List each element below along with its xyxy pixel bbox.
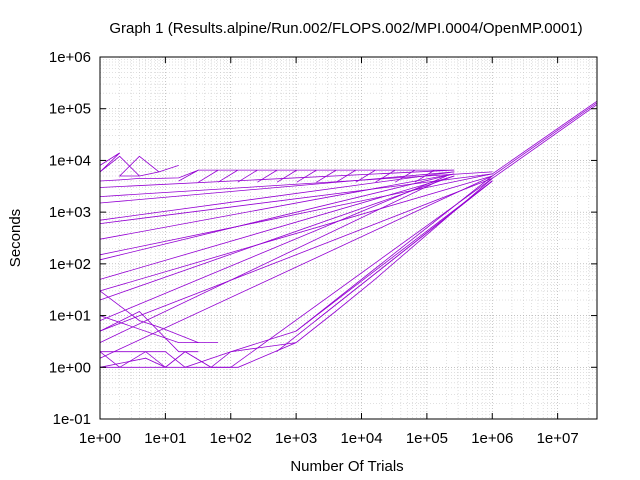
series-line [99, 169, 455, 183]
y-tick-label: 1e+00 [49, 359, 91, 376]
series-line [99, 351, 231, 368]
y-tick-label: 1e-01 [53, 411, 91, 428]
x-tick-label: 1e+06 [471, 430, 513, 447]
series-line [99, 290, 199, 343]
series-line [99, 175, 447, 321]
x-tick-label: 1e+02 [210, 430, 252, 447]
series-line [100, 102, 598, 368]
series-line [99, 175, 455, 301]
y-tick-label: 1e+01 [49, 308, 91, 325]
ticks [99, 56, 597, 420]
y-tick-label: 1e+02 [49, 256, 91, 273]
series-line [99, 152, 179, 177]
series-line [230, 178, 493, 368]
series-line [99, 171, 455, 204]
series-line [99, 178, 493, 332]
x-tick-labels: 1e+00 1e+01 1e+02 1e+03 1e+04 1e+05 1e+06 1e+07 [79, 430, 579, 447]
y-tick-label: 1e+03 [49, 204, 91, 221]
series-line [99, 311, 199, 353]
plot-frame [99, 56, 598, 420]
series-line [492, 104, 598, 179]
x-tick-label: 1e+04 [340, 430, 382, 447]
x-tick-label: 1e+03 [275, 430, 317, 447]
x-tick-label: 1e+05 [406, 430, 448, 447]
series-line [99, 173, 455, 261]
series-line [295, 180, 493, 332]
y-axis-label: Seconds [7, 209, 24, 267]
series-line [99, 175, 493, 359]
x-axis-label: Number Of Trials [290, 458, 403, 475]
series-line [99, 173, 493, 224]
series-line [99, 175, 455, 280]
y-tick-label: 1e+04 [49, 152, 91, 169]
y-tick-label: 1e+05 [49, 101, 91, 118]
series-line [492, 100, 598, 175]
series-layer [99, 100, 598, 368]
y-tick-label: 1e+06 [49, 49, 91, 66]
series-line [99, 315, 219, 344]
chart-title: Graph 1 (Results.alpine/Run.002/FLOPS.00… [109, 20, 582, 37]
grid [99, 56, 598, 420]
x-tick-label: 1e+00 [79, 430, 121, 447]
y-tick-labels: 1e-01 1e+00 1e+01 1e+02 1e+03 1e+04 1e+05 1e+06 [49, 49, 91, 428]
series-line [315, 180, 493, 321]
series-line [99, 171, 455, 221]
series-line [99, 171, 493, 197]
x-tick-label: 1e+01 [144, 430, 186, 447]
series-line [99, 173, 455, 240]
series-line [99, 175, 493, 292]
series-line [99, 169, 455, 188]
series-line [100, 178, 493, 368]
x-tick-label: 1e+07 [537, 430, 579, 447]
series-line [99, 173, 493, 256]
